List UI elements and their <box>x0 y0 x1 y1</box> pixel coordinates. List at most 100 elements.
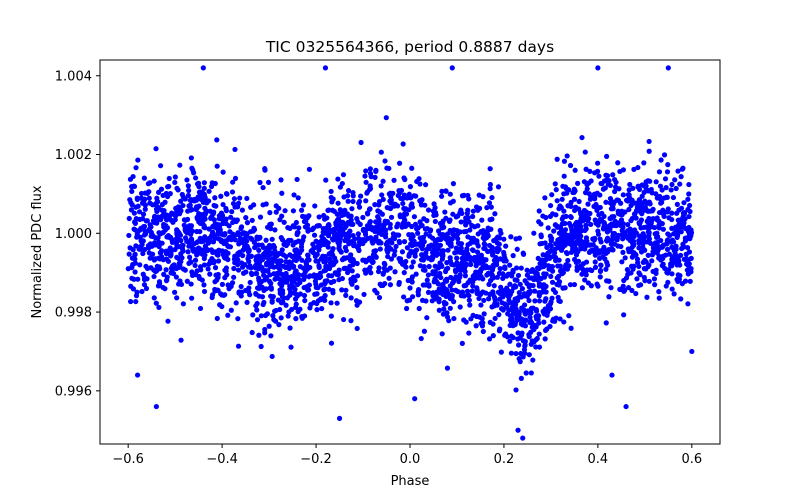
data-point <box>421 328 427 334</box>
data-point <box>480 276 486 282</box>
data-point <box>425 272 431 278</box>
data-point <box>458 241 465 247</box>
data-point <box>494 246 500 252</box>
data-point <box>139 288 145 295</box>
data-point <box>202 252 208 258</box>
data-point <box>621 312 627 318</box>
outlier-point <box>595 65 601 71</box>
data-point <box>329 236 336 242</box>
data-point <box>377 226 383 232</box>
data-point <box>439 220 446 226</box>
data-point <box>290 208 297 214</box>
data-point <box>674 210 680 216</box>
outlier-point <box>515 427 521 433</box>
data-point <box>592 259 598 265</box>
data-point <box>375 214 381 220</box>
data-point <box>681 210 688 216</box>
data-point <box>298 207 305 213</box>
data-point <box>522 318 528 324</box>
data-point <box>652 282 658 288</box>
data-point <box>246 289 252 295</box>
data-point <box>440 283 446 289</box>
data-point <box>587 196 594 202</box>
data-point <box>591 203 597 210</box>
data-point <box>133 293 140 299</box>
data-point <box>583 235 590 241</box>
data-point <box>339 180 345 187</box>
data-point <box>178 207 184 213</box>
data-point <box>323 177 329 183</box>
data-point <box>313 273 320 279</box>
data-point <box>518 265 524 271</box>
data-point <box>607 182 614 189</box>
data-point <box>235 200 242 206</box>
data-point <box>606 246 612 253</box>
x-tick-label: 0.6 <box>681 452 702 467</box>
data-point <box>541 310 547 316</box>
data-point <box>257 214 264 220</box>
data-point <box>564 153 570 159</box>
data-point <box>133 165 139 171</box>
data-point <box>542 306 548 312</box>
data-point <box>459 210 465 216</box>
data-point <box>538 232 544 238</box>
data-point <box>492 211 498 217</box>
data-point <box>636 270 642 276</box>
data-point <box>172 213 179 219</box>
data-point <box>238 225 244 232</box>
data-point <box>249 329 255 336</box>
data-point <box>417 235 423 241</box>
data-point <box>678 218 684 224</box>
data-point <box>507 313 514 319</box>
chart-title: TIC 0325564366, period 0.8887 days <box>265 38 554 56</box>
data-point <box>549 192 555 198</box>
data-point <box>578 215 584 222</box>
data-point <box>264 245 270 251</box>
data-point <box>327 260 334 266</box>
outlier-point <box>689 348 695 355</box>
data-point <box>360 226 367 232</box>
data-point <box>188 231 194 237</box>
data-point <box>600 186 607 192</box>
data-point <box>448 295 454 301</box>
data-point <box>287 259 293 265</box>
data-point <box>467 278 473 284</box>
data-point <box>601 213 607 219</box>
data-point <box>196 211 202 217</box>
data-point <box>274 253 280 259</box>
data-point <box>449 261 455 267</box>
data-point <box>298 244 305 250</box>
data-point <box>603 237 610 244</box>
data-point <box>507 281 513 287</box>
data-point <box>642 234 648 240</box>
data-point <box>513 265 520 271</box>
data-point <box>526 331 532 338</box>
data-point <box>421 254 427 260</box>
data-point <box>348 213 354 219</box>
data-point <box>567 214 574 220</box>
data-point <box>624 267 631 273</box>
data-point <box>340 172 347 178</box>
data-point <box>444 314 451 320</box>
data-point <box>263 260 270 266</box>
data-point <box>528 370 534 376</box>
data-point <box>447 255 453 261</box>
data-point <box>470 213 476 220</box>
data-point <box>199 277 205 283</box>
y-axis-label: Normalized PDC flux <box>30 185 45 318</box>
data-point <box>536 265 542 272</box>
data-point <box>528 305 535 311</box>
data-point <box>591 248 597 254</box>
data-point <box>214 163 220 169</box>
data-point <box>278 299 284 305</box>
data-point <box>316 223 322 229</box>
data-point <box>568 199 574 205</box>
data-point <box>157 281 163 287</box>
data-point <box>486 200 493 206</box>
data-point <box>613 179 619 185</box>
data-point <box>405 221 411 227</box>
data-point <box>306 257 312 263</box>
data-point <box>562 220 568 227</box>
data-point <box>474 249 481 255</box>
data-point <box>267 221 273 228</box>
